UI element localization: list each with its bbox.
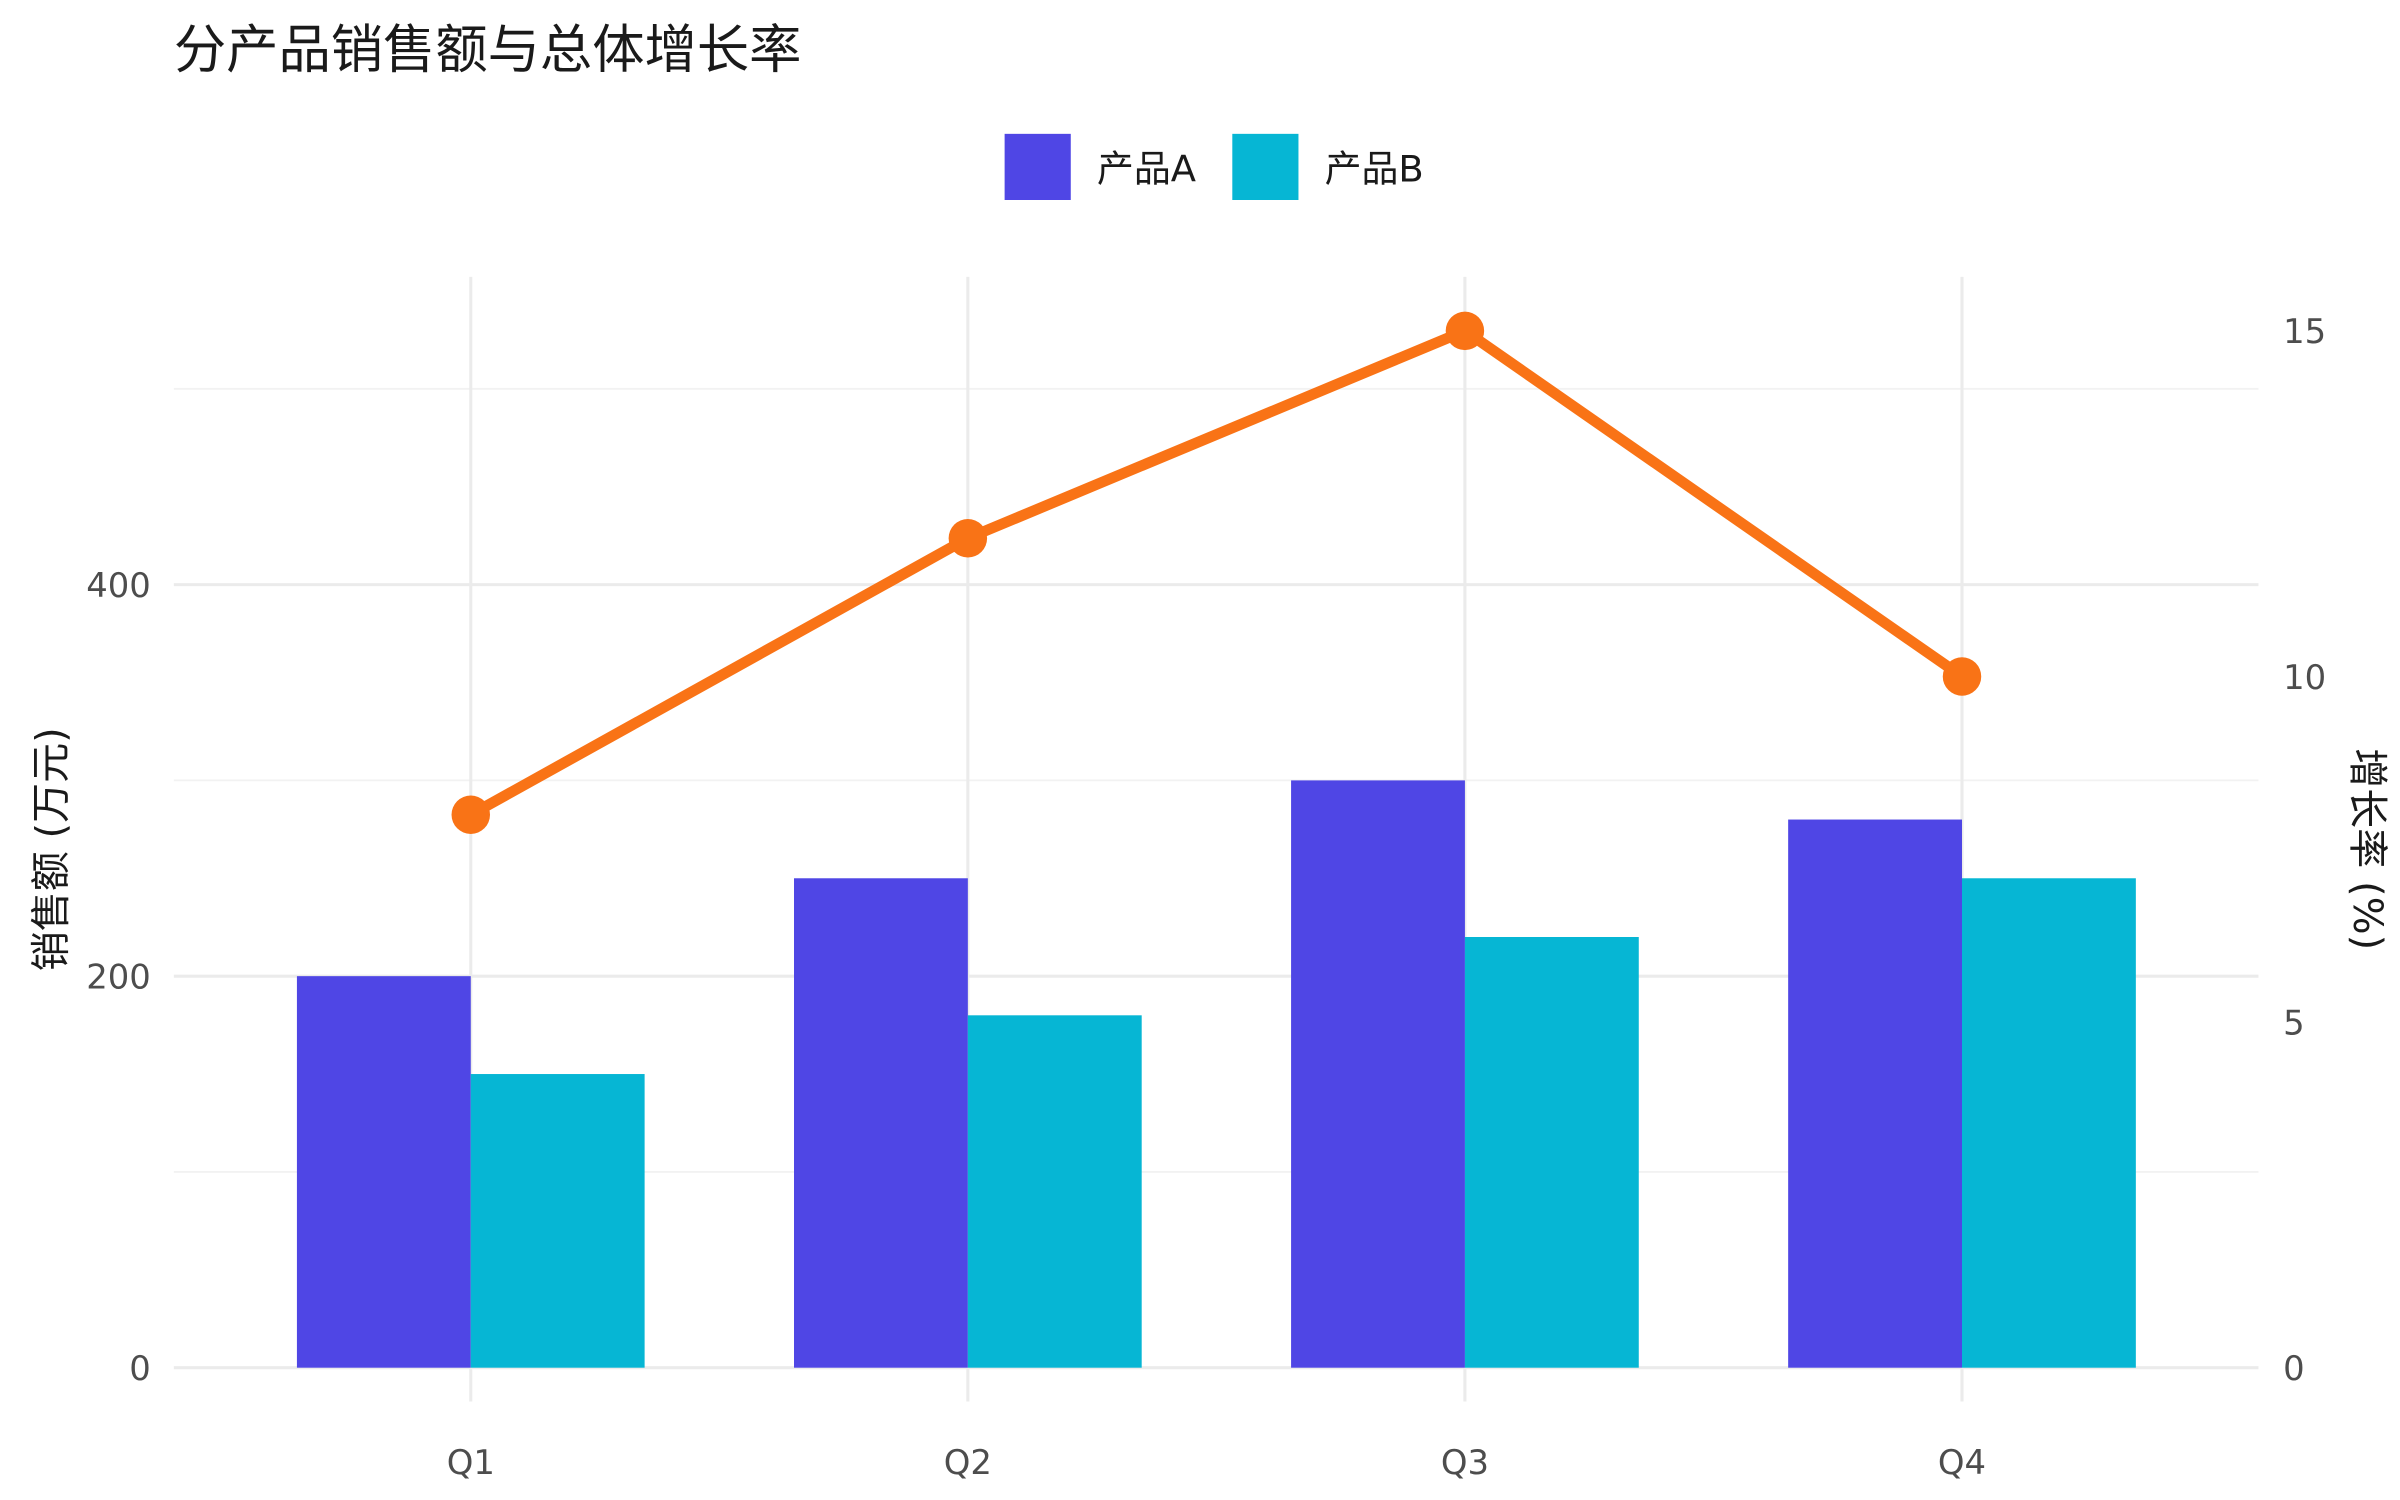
y2-tick-label: 5 xyxy=(2283,1003,2305,1042)
bar-product-b xyxy=(470,1074,645,1368)
y2-tick-label: 0 xyxy=(2283,1349,2305,1388)
growth-point xyxy=(948,518,988,558)
y2-axis-label: 增长率 (%) xyxy=(2344,748,2390,950)
x-tick-label: Q1 xyxy=(447,1443,495,1482)
bar-product-b xyxy=(1962,878,2136,1368)
bar-product-b xyxy=(967,1015,1142,1368)
y-tick-label: 400 xyxy=(86,566,151,605)
growth-line-path xyxy=(468,325,1966,820)
x-tick-label: Q4 xyxy=(1938,1443,1986,1482)
growth-point xyxy=(1942,657,1982,696)
growth-point xyxy=(451,795,490,834)
bar-product-a xyxy=(296,976,471,1368)
legend: 产品A 产品B xyxy=(1004,133,1424,200)
legend-swatch xyxy=(1004,133,1071,200)
bars xyxy=(296,780,2136,1368)
bar-product-a xyxy=(1291,780,1465,1368)
y-axis-label: 销售额 (万元) xyxy=(29,727,75,971)
y-tick-label: 0 xyxy=(129,1349,151,1388)
bar-product-b xyxy=(1464,937,1639,1368)
legend-swatch xyxy=(1232,133,1299,200)
legend-label: 产品A xyxy=(1097,148,1196,191)
x-tick-label: Q3 xyxy=(1441,1443,1489,1482)
axes: 0 200 400 0 5 10 15 Q1 Q2 Q3 Q4 xyxy=(86,312,2326,1482)
y2-tick-label: 10 xyxy=(2283,658,2326,697)
y2-tick-label: 15 xyxy=(2283,312,2326,351)
bar-product-a xyxy=(1788,819,1963,1368)
legend-label: 产品B xyxy=(1325,148,1424,191)
growth-point xyxy=(1445,311,1485,351)
x-tick-label: Q2 xyxy=(944,1443,992,1482)
y-tick-label: 200 xyxy=(86,957,151,996)
chart-title: 分产品销售额与总体增长率 xyxy=(174,20,802,81)
growth-line xyxy=(451,311,1982,834)
bar-product-a xyxy=(793,878,968,1368)
